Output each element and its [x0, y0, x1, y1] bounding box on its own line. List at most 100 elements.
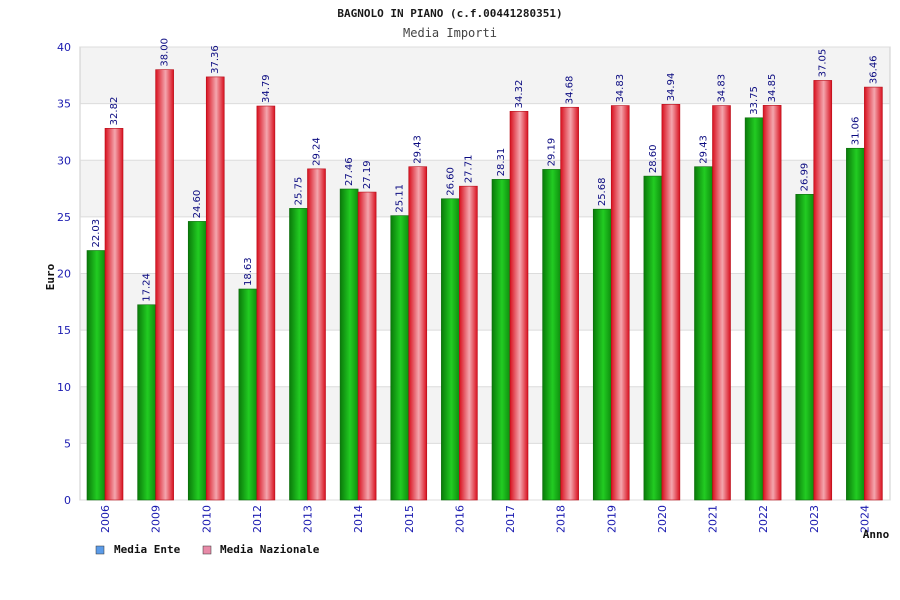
value-labels: 22.03 32.82 17.24 38.00 24.60 37.36 18.63 34.79… — [91, 38, 879, 302]
bar-media-nazionale-2022 — [762, 105, 782, 501]
y-tick-label: 20 — [57, 268, 71, 281]
bar-media-ente-2016 — [441, 198, 460, 501]
legend-label-media-nazionale: Media Nazionale — [220, 543, 320, 556]
y-tick-label: 10 — [57, 381, 71, 394]
y-axis-label: Euro — [44, 263, 57, 290]
value-label-media-nazionale-2006: 32.82 — [109, 97, 120, 126]
bar-media-nazionale-2023 — [813, 80, 833, 501]
bar-media-ente-2024 — [846, 147, 865, 501]
bars — [86, 69, 883, 501]
bar-media-nazionale-2021 — [712, 105, 731, 501]
value-label-media-nazionale-2015: 29.43 — [413, 135, 424, 164]
x-axis-label: Anno — [863, 528, 890, 541]
value-label-media-nazionale-2017: 34.32 — [514, 80, 525, 109]
value-label-media-ente-2014: 27.46 — [344, 157, 355, 186]
value-label-media-nazionale-2010: 37.36 — [210, 45, 221, 74]
legend-label-media-ente: Media Ente — [114, 543, 181, 556]
x-tick-label-2006: 2006 — [99, 505, 112, 533]
legend-swatch-media-nazionale — [202, 545, 212, 555]
x-tick-label-2012: 2012 — [251, 505, 264, 533]
chart-subtitle: Media Importi — [403, 26, 497, 40]
value-label-media-ente-2024: 31.06 — [850, 117, 861, 146]
value-label-media-nazionale-2019: 34.83 — [615, 74, 626, 103]
value-label-media-ente-2016: 26.60 — [445, 167, 456, 196]
x-tick-label-2019: 2019 — [605, 505, 618, 533]
bar-media-nazionale-2024 — [864, 86, 883, 501]
x-tick-label-2014: 2014 — [352, 505, 365, 533]
value-label-media-ente-2006: 22.03 — [91, 219, 102, 248]
x-tick-label-2010: 2010 — [200, 505, 213, 533]
value-label-media-nazionale-2012: 34.79 — [261, 74, 272, 103]
value-label-media-nazionale-2024: 36.46 — [868, 55, 879, 84]
y-tick-label: 0 — [64, 494, 71, 507]
value-label-media-nazionale-2021: 34.83 — [717, 74, 728, 103]
bar-media-ente-2017 — [491, 179, 511, 501]
bar-media-ente-2014 — [339, 188, 359, 501]
value-label-media-ente-2019: 25.68 — [597, 178, 608, 207]
value-label-media-ente-2021: 29.43 — [699, 135, 710, 164]
bar-media-ente-2012 — [238, 288, 258, 501]
x-tick-label-2013: 2013 — [302, 505, 315, 533]
bar-media-ente-2006 — [86, 250, 106, 501]
x-axis-ticks: 2006 2009 2010 2012 2013 2014 2015 2016 2017 2018… — [99, 505, 871, 533]
bar-media-ente-2009 — [137, 304, 156, 501]
value-label-media-ente-2022: 33.75 — [749, 86, 760, 115]
legend: Media Ente Media Nazionale — [95, 543, 320, 556]
value-label-media-nazionale-2020: 34.94 — [666, 73, 677, 102]
x-tick-label-2024: 2024 — [858, 505, 871, 533]
y-tick-label: 15 — [57, 324, 71, 337]
value-label-media-nazionale-2016: 27.71 — [463, 155, 474, 184]
value-label-media-nazionale-2018: 34.68 — [565, 76, 576, 105]
x-tick-label-2009: 2009 — [150, 505, 163, 533]
x-tick-label-2021: 2021 — [707, 505, 720, 533]
y-tick-label: 40 — [57, 41, 71, 54]
bar-media-ente-2021 — [694, 166, 713, 501]
x-tick-label-2017: 2017 — [504, 505, 517, 533]
value-label-media-ente-2020: 28.60 — [648, 144, 659, 173]
value-label-media-nazionale-2009: 38.00 — [160, 38, 171, 67]
value-label-media-ente-2015: 25.11 — [395, 184, 406, 213]
x-tick-label-2015: 2015 — [403, 505, 416, 533]
legend-swatch-media-ente — [95, 545, 105, 555]
y-tick-label: 35 — [57, 98, 71, 111]
bar-media-nazionale-2015 — [408, 166, 428, 501]
x-tick-label-2016: 2016 — [453, 505, 466, 533]
bar-media-nazionale-2013 — [307, 168, 326, 501]
bar-media-ente-2020 — [643, 175, 663, 501]
value-label-media-ente-2013: 25.75 — [294, 177, 305, 206]
x-tick-label-2020: 2020 — [656, 505, 669, 533]
bar-media-nazionale-2012 — [256, 105, 276, 501]
bar-media-nazionale-2014 — [357, 191, 377, 501]
bar-media-nazionale-2010 — [205, 76, 225, 501]
value-label-media-nazionale-2022: 34.85 — [767, 74, 778, 103]
value-label-media-nazionale-2014: 27.19 — [362, 160, 373, 189]
bar-media-nazionale-2016 — [459, 185, 478, 501]
bar-media-ente-2013 — [289, 208, 308, 501]
bar-media-nazionale-2009 — [155, 69, 174, 501]
bar-media-ente-2022 — [744, 117, 764, 501]
bar-media-nazionale-2018 — [560, 106, 579, 501]
value-label-media-ente-2017: 28.31 — [496, 148, 507, 177]
bar-media-nazionale-2017 — [509, 111, 529, 501]
bar-media-ente-2015 — [390, 215, 410, 501]
bar-media-nazionale-2020 — [661, 104, 681, 501]
bar-media-ente-2010 — [187, 221, 207, 501]
bar-media-ente-2023 — [795, 194, 815, 501]
bar-media-nazionale-2019 — [610, 105, 630, 501]
bar-media-ente-2019 — [592, 208, 612, 501]
y-tick-label: 25 — [57, 211, 71, 224]
value-label-media-nazionale-2013: 29.24 — [312, 137, 323, 166]
bar-media-ente-2018 — [542, 169, 561, 501]
x-tick-label-2018: 2018 — [555, 505, 568, 533]
y-tick-label: 30 — [57, 154, 71, 167]
x-tick-label-2022: 2022 — [757, 505, 770, 533]
value-label-media-ente-2018: 29.19 — [547, 138, 558, 167]
y-axis-ticks: 0 5 10 15 20 25 30 35 40 — [57, 41, 71, 507]
value-label-media-ente-2009: 17.24 — [142, 273, 153, 302]
x-tick-label-2023: 2023 — [808, 505, 821, 533]
value-label-media-ente-2012: 18.63 — [243, 257, 254, 286]
bar-media-nazionale-2006 — [104, 128, 124, 501]
value-label-media-ente-2023: 26.99 — [800, 163, 811, 192]
y-tick-label: 5 — [64, 437, 71, 450]
